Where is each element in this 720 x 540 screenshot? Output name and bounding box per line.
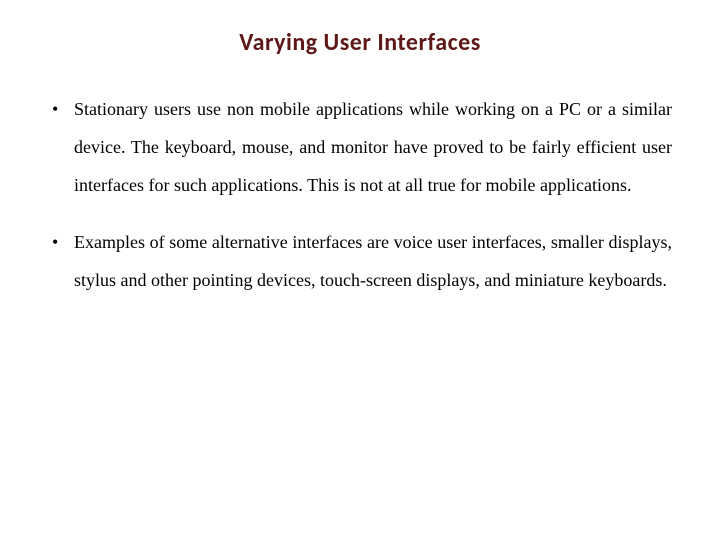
bullet-text: Stationary users use non mobile applicat… bbox=[74, 99, 672, 195]
bullet-list: Stationary users use non mobile applicat… bbox=[48, 91, 672, 300]
slide-container: Varying User Interfaces Stationary users… bbox=[0, 0, 720, 540]
slide-title: Varying User Interfaces bbox=[48, 28, 672, 57]
list-item: Stationary users use non mobile applicat… bbox=[48, 91, 672, 204]
list-item: Examples of some alternative interfaces … bbox=[48, 224, 672, 300]
bullet-text: Examples of some alternative interfaces … bbox=[74, 232, 672, 290]
